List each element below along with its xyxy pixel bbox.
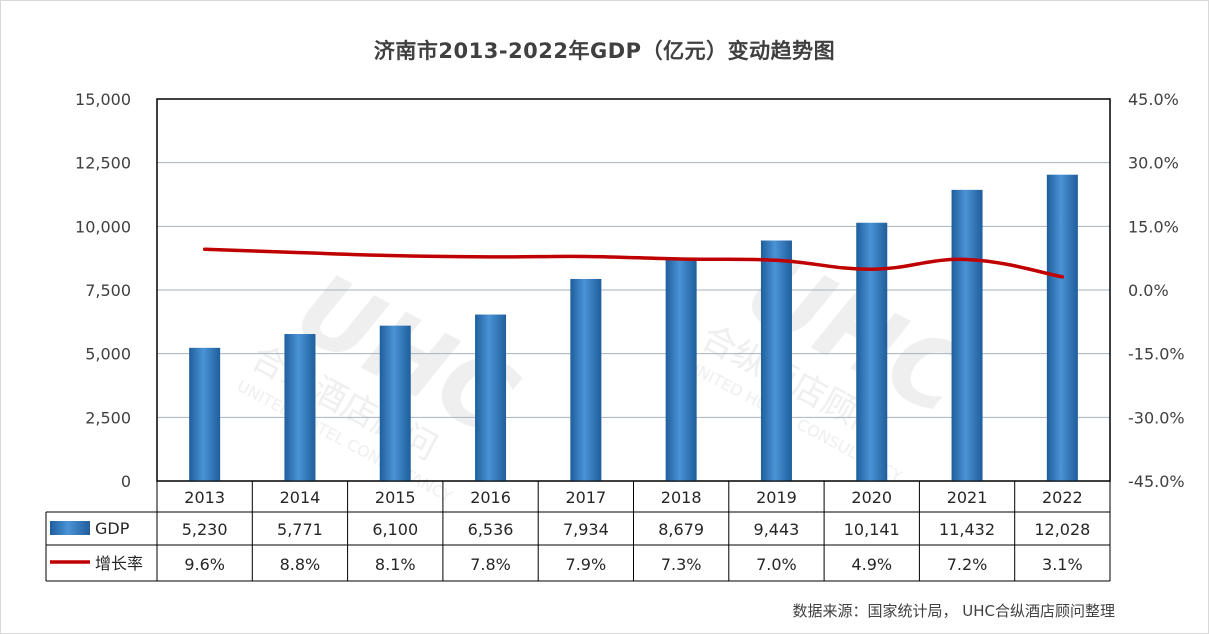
- gdp-value-label: 6,536: [468, 520, 514, 539]
- growth-value-label: 9.6%: [184, 555, 225, 574]
- source-note: 数据来源：国家统计局， UHC合纵酒店顾问整理: [792, 602, 1115, 620]
- right-axis-ticks: -45.0% -30.0% -15.0% 0.0% 15.0% 30.0% 45.0%: [1128, 90, 1185, 491]
- growth-value-label: 4.9%: [851, 555, 892, 574]
- gdp-value-label: 12,028: [1034, 520, 1090, 539]
- bar-2016: [475, 314, 507, 481]
- gdp-value-label: 5,771: [277, 520, 323, 539]
- gdp-bars: [189, 174, 1078, 482]
- left-tick-label: 10,000: [75, 217, 131, 236]
- gdp-value-label: 6,100: [372, 520, 418, 539]
- right-tick-label: -15.0%: [1128, 345, 1185, 364]
- growth-value-label: 7.8%: [470, 555, 511, 574]
- growth-value-label: 7.0%: [756, 555, 797, 574]
- category-label: 2016: [470, 488, 511, 507]
- gdp-value-label: 9,443: [754, 520, 800, 539]
- gdp-value-label: 8,679: [658, 520, 704, 539]
- growth-value-label: 8.8%: [280, 555, 321, 574]
- right-tick-label: -30.0%: [1128, 408, 1185, 427]
- bar-2019: [760, 240, 792, 481]
- gdp-value-label: 5,230: [182, 520, 228, 539]
- data-table: 2013 2014 2015 2016 2017 2018 2019 2020 2021 2022…: [45, 480, 1111, 582]
- category-label: 2019: [756, 488, 797, 507]
- right-tick-label: 0.0%: [1128, 281, 1169, 300]
- category-label: 2014: [280, 488, 321, 507]
- growth-value-label: 7.9%: [566, 555, 607, 574]
- legend-gdp-label: GDP: [95, 519, 130, 538]
- category-label: 2018: [661, 488, 702, 507]
- growth-value-label: 7.2%: [947, 555, 988, 574]
- category-label: 2015: [375, 488, 416, 507]
- gdp-value-label: 10,141: [844, 520, 900, 539]
- category-label: 2017: [565, 488, 606, 507]
- legend-gdp-key: [50, 521, 90, 535]
- growth-value-label: 3.1%: [1042, 555, 1083, 574]
- bar-2021: [951, 189, 983, 482]
- bar-2013: [189, 347, 221, 481]
- bar-2022: [1046, 174, 1078, 481]
- gdp-value-label: 7,934: [563, 520, 609, 539]
- right-tick-label: 30.0%: [1128, 154, 1179, 173]
- growth-rate-line: [202, 247, 1065, 279]
- category-label: 2021: [947, 488, 988, 507]
- left-tick-label: 5,000: [85, 345, 131, 364]
- bar-2014: [284, 334, 316, 481]
- left-axis-ticks: 0 2,500 5,000 7,500 10,000 12,500 15,000: [75, 90, 131, 491]
- bar-2015: [379, 325, 411, 481]
- bar-2017: [570, 278, 602, 481]
- left-tick-label: 7,500: [85, 281, 131, 300]
- chart-title: 济南市2013-2022年GDP（亿元）变动趋势图: [373, 39, 836, 63]
- legend-growth-label: 增长率: [95, 554, 143, 573]
- right-tick-label: -45.0%: [1128, 472, 1185, 491]
- category-label: 2013: [184, 488, 225, 507]
- growth-value-label: 7.3%: [661, 555, 702, 574]
- left-tick-label: 15,000: [75, 90, 131, 109]
- growth-value-label: 8.1%: [375, 555, 416, 574]
- category-label: 2020: [851, 488, 892, 507]
- left-tick-label: 12,500: [75, 154, 131, 173]
- right-tick-label: 45.0%: [1128, 90, 1179, 109]
- gdp-value-label: 11,432: [939, 520, 995, 539]
- left-tick-label: 0: [121, 472, 131, 491]
- category-label: 2022: [1042, 488, 1083, 507]
- bar-2018: [665, 259, 697, 481]
- growth-line-group: [202, 247, 1065, 279]
- left-tick-label: 2,500: [85, 408, 131, 427]
- bar-2020: [856, 222, 888, 481]
- right-tick-label: 15.0%: [1128, 217, 1179, 236]
